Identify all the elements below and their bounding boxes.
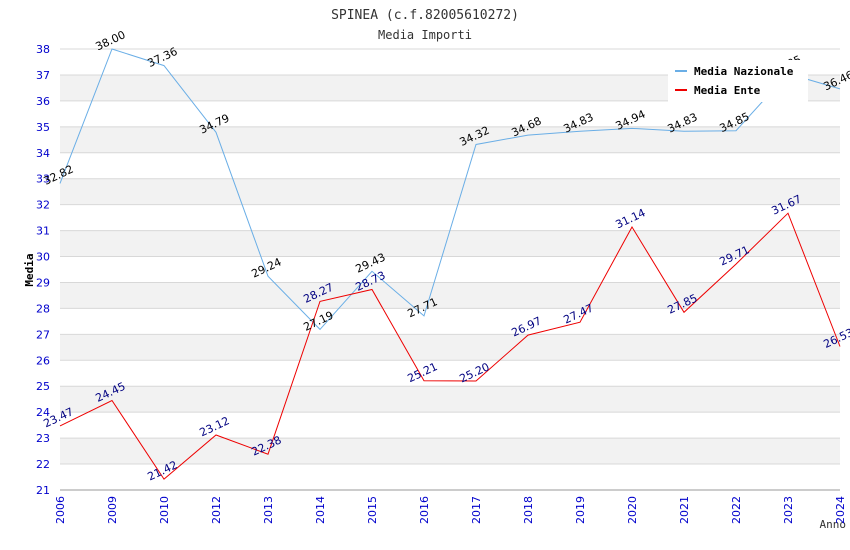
grid-band — [60, 230, 840, 257]
data-label: 31.14 — [613, 206, 647, 231]
series-line-media-nazionale — [59, 48, 841, 331]
grid-bands — [60, 74, 840, 465]
y-tick-label: 37 — [36, 69, 50, 82]
x-tick-label: 2021 — [678, 496, 691, 524]
x-tick-label: 2012 — [210, 496, 223, 524]
y-tick-label: 35 — [36, 121, 50, 134]
grid-band — [60, 386, 840, 413]
x-tick-label: 2017 — [470, 496, 483, 524]
y-tick-label: 23 — [36, 432, 50, 445]
y-tick-label: 21 — [36, 484, 50, 497]
y-tick-label: 25 — [36, 380, 50, 393]
legend-entry: Media Ente — [694, 84, 761, 97]
data-label: 29.24 — [249, 256, 283, 281]
legend-box — [668, 60, 808, 102]
chart-title: SPINEA (c.f.82005610272) — [331, 8, 519, 23]
grid-band — [60, 178, 840, 205]
gridlines — [60, 48, 840, 491]
y-tick-label: 30 — [36, 251, 50, 264]
x-tick-label: 2019 — [574, 496, 587, 524]
series-group — [59, 48, 841, 480]
y-tick-label: 33 — [36, 173, 50, 186]
y-tick-label: 36 — [36, 95, 50, 108]
data-label: 25.20 — [457, 360, 491, 385]
x-tick-label: 2022 — [730, 496, 743, 524]
y-tick-label: 34 — [36, 147, 50, 160]
grid-band — [60, 438, 840, 465]
y-tick-label: 24 — [36, 406, 50, 419]
x-tick-label: 2014 — [314, 496, 327, 524]
y-axis-label: Media — [23, 253, 36, 286]
x-tick-label: 2016 — [418, 496, 431, 524]
legend-entry: Media Nazionale — [694, 65, 794, 78]
x-tick-label: 2023 — [782, 496, 795, 524]
x-axis-label: Anno — [820, 518, 847, 531]
x-tick-label: 2006 — [54, 496, 67, 524]
y-tick-label: 29 — [36, 276, 50, 289]
x-tick-label: 2015 — [366, 496, 379, 524]
y-tick-label: 32 — [36, 199, 50, 212]
y-tick-label: 22 — [36, 458, 50, 471]
grid-band — [60, 334, 840, 361]
x-tick-label: 2013 — [262, 496, 275, 524]
grid-band — [60, 282, 840, 309]
data-label: 38.00 — [93, 28, 127, 53]
data-label: 25.21 — [405, 360, 439, 385]
x-tick-label: 2024 — [834, 496, 847, 524]
y-tick-label: 38 — [36, 43, 50, 56]
y-tick-label: 26 — [36, 354, 50, 367]
y-tick-label: 31 — [36, 225, 50, 238]
x-axis-ticks: 2006 2009 2010 2012 2013 2014 2015 2016 2017 2018… — [54, 496, 847, 524]
chart-subtitle: Media Importi — [378, 28, 472, 42]
x-tick-label: 2010 — [158, 496, 171, 524]
x-tick-label: 2009 — [106, 496, 119, 524]
y-tick-label: 27 — [36, 328, 50, 341]
series-line-media-ente — [59, 212, 841, 480]
y-tick-label: 28 — [36, 302, 50, 315]
y-axis-ticks: 21 22 23 24 25 26 27 28 29 30 31 32 33 34 35 36 37 38 — [36, 43, 50, 497]
x-tick-label: 2018 — [522, 496, 535, 524]
data-label: 27.19 — [301, 309, 335, 334]
x-tick-label: 2020 — [626, 496, 639, 524]
legend: Media Nazionale Media Ente — [668, 60, 808, 102]
